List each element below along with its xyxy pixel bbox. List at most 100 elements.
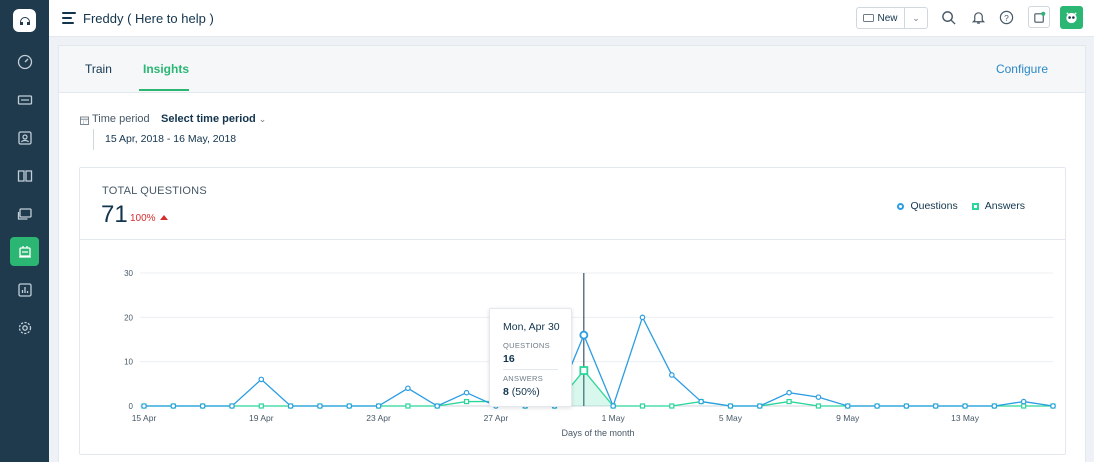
questions-point: [1020, 398, 1027, 405]
answers-point: [258, 403, 264, 409]
ticket-icon: [863, 14, 875, 22]
freddy-bot-icon[interactable]: [10, 237, 39, 266]
legend-questions[interactable]: Questions: [897, 200, 958, 212]
admin-gear-icon[interactable]: [10, 313, 39, 342]
y-tick-label: 10: [124, 358, 133, 367]
total-questions-card: TOTAL QUESTIONS 71 100% Questions Answer…: [79, 167, 1066, 455]
circle-marker-icon: [897, 202, 905, 210]
help-icon[interactable]: ?: [997, 8, 1015, 26]
analytics-icon[interactable]: [10, 275, 39, 304]
page-title: Freddy ( Here to help ): [83, 11, 214, 26]
card-title: TOTAL QUESTIONS: [102, 185, 207, 197]
x-axis-label: Days of the month: [561, 428, 634, 438]
answers-point: [639, 403, 646, 409]
x-tick-label: 13 May: [951, 413, 980, 423]
questions-point: [698, 398, 704, 405]
answers-point: [579, 366, 589, 375]
questions-point: [962, 403, 968, 409]
x-tick-label: 1 May: [602, 413, 626, 423]
svg-text:?: ?: [1004, 12, 1009, 22]
search-icon[interactable]: [939, 8, 957, 26]
answers-point: [815, 403, 822, 409]
time-period-select[interactable]: Select time period ⌄: [161, 113, 266, 125]
tooltip-answers-percent: (50%): [511, 386, 540, 398]
questions-point: [375, 403, 382, 409]
legend-questions-label: Questions: [910, 200, 958, 212]
questions-point: [669, 372, 675, 378]
solutions-icon[interactable]: [10, 161, 39, 190]
contacts-icon[interactable]: [10, 123, 39, 152]
answers-point: [463, 398, 470, 405]
divider: [93, 129, 94, 150]
questions-point: [170, 403, 177, 409]
tooltip-answers-label: ANSWERS: [503, 374, 544, 383]
trend-up-icon: [159, 215, 168, 220]
calendar-icon: [80, 116, 89, 125]
square-marker-icon: [971, 202, 979, 210]
configure-link[interactable]: Configure: [995, 62, 1048, 76]
x-tick-label: 27 Apr: [484, 413, 509, 423]
tickets-icon[interactable]: [10, 85, 39, 114]
questions-point: [727, 403, 734, 409]
questions-point: [346, 403, 353, 409]
questions-point: [874, 403, 880, 409]
x-tick-label: 19 Apr: [249, 413, 274, 423]
insights-panel: Train Insights Configure Time period Sel…: [58, 45, 1086, 462]
answers-point: [786, 398, 792, 405]
y-tick-label: 20: [124, 313, 133, 322]
apps-icon[interactable]: [1028, 6, 1050, 28]
tab-train[interactable]: Train: [85, 62, 112, 76]
answers-point: [1021, 403, 1027, 409]
questions-point: [405, 385, 411, 392]
x-tick-label: 9 May: [836, 413, 860, 423]
x-tick-label: 15 Apr: [132, 413, 157, 423]
questions-point: [287, 403, 294, 409]
tooltip-date: Mon, Apr 30: [503, 321, 560, 333]
new-button[interactable]: New ⌄: [856, 7, 928, 29]
divider: [80, 239, 1065, 240]
total-count: 71: [101, 201, 128, 228]
questions-point: [317, 403, 323, 409]
chevron-down-icon[interactable]: ⌄: [912, 12, 920, 23]
sidebar: [0, 0, 49, 462]
time-period-label: Time period: [92, 113, 150, 125]
tooltip-answers-count: 8: [503, 386, 509, 398]
questions-point: [434, 403, 441, 409]
line-chart: 0 10 20 30 15 Apr 19 Apr 23 Apr 27 Apr 1 May 5 Ma…: [124, 269, 1056, 438]
questions-point: [610, 403, 616, 409]
tooltip-questions-label: QUESTIONS: [503, 341, 550, 350]
y-tick-label: 0: [129, 402, 134, 411]
questions-point: [258, 376, 265, 383]
date-range: 15 Apr, 2018 - 16 May, 2018: [105, 133, 237, 145]
questions-point: [991, 403, 998, 409]
questions-point: [579, 330, 589, 340]
questions-point: [199, 403, 206, 409]
questions-line: [144, 315, 1054, 408]
x-tick-label: 23 Apr: [366, 413, 391, 423]
tab-insights[interactable]: Insights: [143, 62, 190, 76]
questions-point: [1050, 403, 1056, 409]
legend-answers[interactable]: Answers: [971, 200, 1025, 212]
avatar[interactable]: [1060, 6, 1083, 29]
chart-legend: Questions Answers: [897, 200, 1025, 212]
chevron-down-icon: ⌄: [258, 114, 267, 124]
time-period-select-label: Select time period: [161, 113, 256, 125]
new-button-label: New: [877, 12, 898, 24]
questions-point: [786, 389, 792, 396]
chart-tooltip: Mon, Apr 30 QUESTIONS 16 ANSWERS 8 (50%): [489, 308, 572, 407]
forums-icon[interactable]: [10, 199, 39, 228]
questions-point: [229, 403, 235, 409]
questions-point: [463, 389, 470, 396]
dashboard-icon[interactable]: [10, 47, 39, 76]
menu-icon[interactable]: [62, 12, 76, 24]
tabs-bar: Train Insights Configure: [59, 46, 1085, 93]
top-header: Freddy ( Here to help ) New ⌄ ?: [49, 0, 1094, 37]
freshdesk-logo-icon[interactable]: [13, 9, 36, 32]
questions-point: [639, 314, 646, 321]
change-percent-value: 100%: [130, 213, 156, 224]
y-tick-label: 30: [124, 269, 133, 278]
tooltip-answers-value: 8 (50%): [503, 386, 540, 398]
change-percent: 100%: [130, 213, 168, 224]
notification-bell-icon[interactable]: [969, 8, 987, 26]
x-tick-label: 5 May: [719, 413, 743, 423]
